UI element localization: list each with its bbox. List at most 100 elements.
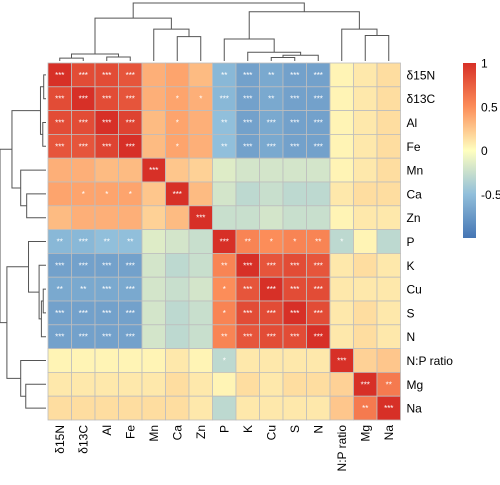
significance-label: *** [126, 71, 135, 80]
heatmap-cell [141, 371, 166, 397]
significance-label: *** [173, 190, 182, 199]
color-legend-ticks: 1 0.5 0 -0.5 [481, 57, 500, 202]
significance-label: * [105, 190, 108, 199]
column-label: N:P ratio [335, 425, 349, 472]
heatmap-cell [306, 371, 331, 397]
heatmap-cell [329, 133, 354, 159]
heatmap-cell [71, 157, 96, 183]
significance-label: *** [314, 261, 323, 270]
heatmap-cell [235, 181, 260, 207]
heatmap-cell [165, 205, 190, 231]
column-label: Mg [358, 425, 372, 442]
significance-label: * [176, 95, 179, 104]
significance-label: *** [267, 309, 276, 318]
significance-label: *** [337, 357, 346, 366]
significance-label: * [223, 357, 226, 366]
column-label: δ13C [76, 425, 90, 454]
heatmap-cell [329, 252, 354, 278]
heatmap-cell [329, 157, 354, 183]
significance-label: *** [243, 309, 252, 318]
heatmap-cell [71, 348, 96, 373]
heatmap-cell [329, 300, 354, 326]
significance-label: * [82, 190, 85, 199]
column-labels: δ15N δ13C Al Fe Mn Ca Zn P K Cu S N N:P ratio Mg Na [53, 425, 396, 472]
significance-label: *** [290, 333, 299, 342]
dendrogram-branch [132, 2, 305, 19]
significance-label: *** [243, 261, 252, 270]
heatmap-cell [376, 276, 401, 302]
significance-label: *** [102, 119, 111, 128]
row-labels: δ15N δ13C Al Fe Mn Ca Zn PK Cu SN N:P ratio Mg Na [407, 68, 454, 415]
significance-label: *** [102, 285, 111, 294]
column-label: Cu [264, 425, 278, 440]
heatmap-cell [165, 371, 190, 397]
significance-label: *** [102, 261, 111, 270]
significance-label: ** [268, 71, 274, 80]
significance-label: ** [127, 238, 133, 247]
heatmap-cell [118, 371, 143, 397]
heatmap-cell [141, 229, 166, 254]
heatmap-cell [329, 181, 354, 207]
heatmap-cell [165, 395, 190, 421]
significance-label: *** [79, 71, 88, 80]
column-label: δ15N [53, 425, 67, 454]
heatmap-cell [329, 86, 354, 112]
heatmap-cell [118, 395, 143, 421]
dendrogram-branch [25, 383, 46, 409]
dendrogram-branch [38, 264, 46, 320]
heatmap-cell [259, 395, 284, 421]
heatmap-cell [141, 133, 166, 159]
heatmap-cell [47, 348, 72, 373]
significance-label: ** [221, 261, 227, 270]
row-label: Ca [407, 187, 423, 201]
column-label: Ca [170, 425, 184, 441]
significance-label: *** [79, 333, 88, 342]
significance-label: * [293, 238, 296, 247]
significance-label: *** [55, 142, 64, 151]
significance-labels: *** *** *** *** ** *** ** *** ****** *** *** *** * * *… [55, 71, 393, 413]
dendrogram-branch [6, 266, 29, 379]
heatmap-cell [188, 300, 213, 326]
heatmap-cell [376, 62, 401, 88]
heatmap-cell [47, 157, 72, 183]
heatmap-cell [282, 395, 307, 421]
significance-label: *** [126, 309, 135, 318]
heatmap-cell [306, 205, 331, 231]
heatmap-cell [188, 371, 213, 397]
color-legend-tick-label: 1 [481, 57, 488, 71]
significance-label: *** [126, 142, 135, 151]
heatmap-cell [71, 371, 96, 397]
heatmap-cell [212, 181, 237, 207]
heatmap-cell [94, 395, 119, 421]
heatmap-cell [188, 324, 213, 349]
column-label: N [311, 425, 325, 434]
heatmap-cell [282, 157, 307, 183]
column-label: Mn [147, 425, 161, 442]
heatmap-cell [47, 181, 72, 207]
column-label: Zn [194, 425, 208, 439]
significance-label: *** [126, 261, 135, 270]
row-label: Na [407, 402, 423, 416]
significance-label: *** [243, 119, 252, 128]
color-legend-bar [463, 63, 476, 238]
color-legend-tick-label: -0.5 [481, 188, 500, 202]
heatmap-cell [235, 395, 260, 421]
heatmap-cell [165, 348, 190, 373]
heatmap-cell [188, 252, 213, 278]
heatmap-cell [71, 395, 96, 421]
color-legend: 1 0.5 0 -0.5 [463, 57, 500, 238]
heatmap-cell [353, 252, 378, 278]
heatmap-cell [353, 62, 378, 88]
heatmap-cell [282, 181, 307, 207]
row-dendrogram [0, 74, 46, 409]
dendrogram-branch [59, 57, 84, 61]
heatmap-cell [188, 395, 213, 421]
heatmap-cell [212, 205, 237, 231]
significance-label: *** [314, 119, 323, 128]
dendrogram-branch [20, 360, 46, 397]
heatmap-cell [141, 324, 166, 349]
heatmap-cell [141, 181, 166, 207]
heatmap-cell [188, 133, 213, 159]
heatmap-cell [353, 181, 378, 207]
row-label: Mn [407, 164, 424, 178]
